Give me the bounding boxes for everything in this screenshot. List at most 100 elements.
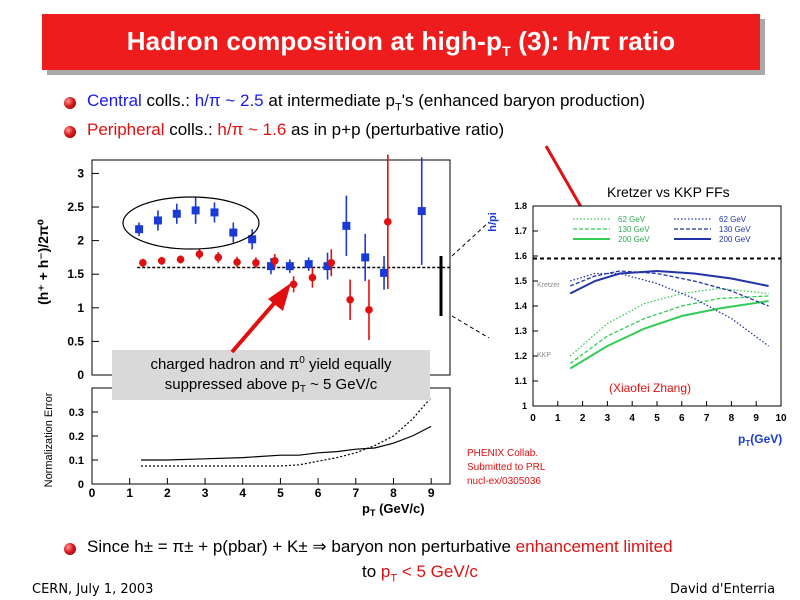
slide-title: Hadron composition at high-pT (3): h/π r… (42, 26, 760, 59)
norm-series-line (140, 397, 432, 467)
ratio-ytick-label: 1.5 (67, 267, 84, 281)
norm-lines (140, 397, 432, 467)
legend-label-right: 62 GeV (719, 215, 747, 224)
norm-xtick-label: 4 (239, 486, 246, 500)
phenix-line-2: Submitted to PRL (467, 462, 546, 473)
conclusion-text: Since h± = π± + p(pbar) + K± ⇒ baryon no… (87, 537, 516, 556)
norm-frame (91, 387, 451, 485)
bullet-1-sub: T (395, 101, 402, 114)
theory-series-line (569, 287, 769, 357)
conclusion-highlight: enhancement limited (515, 537, 673, 556)
theory-xtick-label: 6 (679, 413, 685, 424)
callout-sub: T (300, 384, 306, 395)
callout-background (112, 350, 430, 400)
legend-label-left: 200 GeV (618, 235, 650, 244)
conclusion-pt: p (380, 562, 391, 581)
ratio-circle-point (327, 258, 336, 267)
theory-ytick-label: 1.2 (514, 351, 527, 361)
ratio-circle-point (270, 256, 279, 265)
ratio-square-point (153, 216, 162, 225)
ratio-circle-point (346, 295, 354, 304)
ratio-ylabel: (h⁺ + h⁻)/2π⁰ (35, 219, 51, 305)
ratio-square-point (210, 208, 219, 217)
ratio-circle-point (365, 306, 373, 314)
ratio-xlabel: pT (GeV/c) (362, 501, 425, 518)
theory-xlabel-p: p (738, 432, 745, 446)
ratio-ytick-label: 2 (77, 234, 84, 248)
title-main: Hadron composition at high-p (126, 26, 503, 56)
callout-line-2a: suppressed above p (165, 376, 300, 393)
bullet-2-term: Peripheral (87, 120, 165, 139)
bullet-2-value: h/π ~ 1.6 (217, 120, 287, 139)
ratio-circle-point (176, 255, 185, 264)
theory-xtick-label: 3 (605, 413, 611, 424)
theory-xlabel-sub: T (745, 439, 750, 448)
theory-xlabel-tail: (GeV) (750, 432, 782, 446)
theory-x-ticks: 0 1 2 3 4 5 6 7 8 9 10 (530, 401, 787, 424)
connector-line (451, 315, 490, 339)
bullet-1: Central colls.: h/π ~ 2.5 at intermediat… (87, 91, 645, 113)
callout-sup: 0 (299, 355, 305, 366)
left-ratio-panel: 0 0.5 1 1.5 2 2.5 3 (h⁺ + h⁻)/2π⁰ (35, 154, 451, 382)
callout-line-2b: ~ 5 GeV/c (306, 376, 378, 393)
theory-ytick-label: 1 (522, 401, 527, 411)
footer-right: David d'Enterria (670, 582, 776, 597)
theory-ytick-label: 1.5 (514, 276, 527, 286)
conclusion-pt-sub: T (390, 572, 398, 585)
theory-ytick-label: 1.4 (514, 301, 527, 311)
ratio-square-point (361, 253, 370, 262)
theory-series-line (569, 300, 769, 370)
footer-left: CERN, July 1, 2003 (32, 582, 154, 597)
kretzer-tag: Kretzer (537, 282, 560, 289)
ratio-square-point (417, 207, 426, 216)
ratio-circle-point (233, 258, 241, 266)
normalization-panel: 0 0.1 0.2 0.3 0 1 2 3 4 5 6 7 8 9 Normalization Erro… (43, 387, 451, 518)
callout-line-1a: charged hadron and π (150, 356, 299, 373)
bullet-icon (64, 543, 76, 555)
bullet-2-b: as in p+p (perturbative ratio) (286, 120, 505, 139)
theory-xtick-label: 7 (704, 413, 710, 424)
legend-label-right: 130 GeV (719, 225, 751, 234)
bullet-icon (64, 126, 76, 138)
title-sub: T (502, 43, 511, 60)
norm-ylabel: Normalization Error (43, 392, 55, 487)
ratio-ytick-label: 0.5 (67, 334, 84, 348)
conclusion-to: to (362, 562, 381, 581)
legend-label-left: 62 GeV (618, 215, 646, 224)
theory-ytick-label: 1.3 (514, 326, 527, 336)
ratio-square-point (267, 262, 275, 271)
theory-series-line (569, 270, 769, 307)
arrow-to-ratio (230, 283, 291, 354)
theory-series-line (569, 269, 769, 295)
theory-ytick-label: 1.8 (514, 201, 527, 211)
ratio-ytick-label: 2.5 (67, 200, 84, 214)
norm-ytick-label: 0.1 (69, 455, 84, 467)
theory-y-ticks: 1 1.1 1.2 1.3 1.4 1.5 1.6 1.7 1.8 (514, 201, 538, 411)
callout-box: charged hadron and π0 yield equally supp… (112, 350, 430, 400)
bullet-1-b: at intermediate p (263, 91, 395, 110)
theory-xtick-label: 8 (729, 413, 735, 424)
conclusion-line-1: Since h± = π± + p(pbar) + K± ⇒ baryon no… (87, 537, 673, 557)
ratio-xlabel-sub: T (370, 508, 376, 518)
phenix-line-1: PHENIX Collab. (467, 448, 538, 459)
callout-line-1: charged hadron and π0 yield equally (150, 355, 392, 373)
theory-ytick-label: 1.6 (514, 251, 527, 261)
conclusion-line-2: to pT < 5 GeV/c (362, 562, 478, 584)
theory-panel: 11.11.21.31.41.51.61.71.8 0 1 2 3 4 5 6 7 8 9 10 6… (487, 201, 787, 448)
norm-xtick-label: 6 (315, 486, 322, 500)
theory-ytick-label: 1.7 (514, 226, 527, 236)
norm-xtick-label: 9 (428, 486, 435, 500)
norm-xtick-label: 0 (89, 486, 96, 500)
ratio-circle-point (157, 256, 166, 265)
theory-series-line (570, 272, 769, 347)
bullet-2-a: colls.: (164, 120, 218, 139)
arrow-head (268, 283, 291, 311)
theory-series-line (569, 295, 769, 365)
ratio-square-point (323, 262, 332, 271)
theory-xtick-label: 0 (530, 413, 536, 424)
ratio-square-point (229, 228, 238, 237)
kretzer-title: Kretzer vs KKP FFs (607, 184, 730, 200)
title-tail: (3): h/π ratio (510, 26, 676, 56)
